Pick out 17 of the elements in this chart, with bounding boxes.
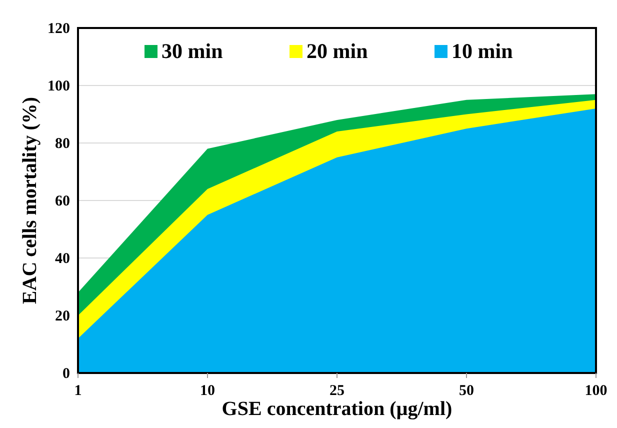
y-tick-label: 40 <box>55 251 70 267</box>
y-axis-title: EAC cells mortality (%) <box>19 96 41 304</box>
y-tick-label: 80 <box>55 136 70 152</box>
x-tick-label: 100 <box>584 383 608 399</box>
legend-label: 20 min <box>306 39 368 63</box>
y-tick-label: 120 <box>48 21 70 37</box>
y-tick-label: 0 <box>62 366 70 382</box>
x-tick-label: 50 <box>459 383 474 399</box>
legend-label: 10 min <box>452 39 514 63</box>
x-tick-label: 1 <box>74 383 82 399</box>
x-tick-label: 25 <box>330 383 344 399</box>
y-tick-label: 20 <box>55 308 70 324</box>
x-tick-label: 10 <box>200 383 215 399</box>
y-tick-label: 60 <box>55 194 70 210</box>
x-axis-title: GSE concentration (µg/ml) <box>222 398 452 420</box>
y-tick-label: 100 <box>48 78 70 94</box>
legend-label: 30 min <box>162 39 224 63</box>
